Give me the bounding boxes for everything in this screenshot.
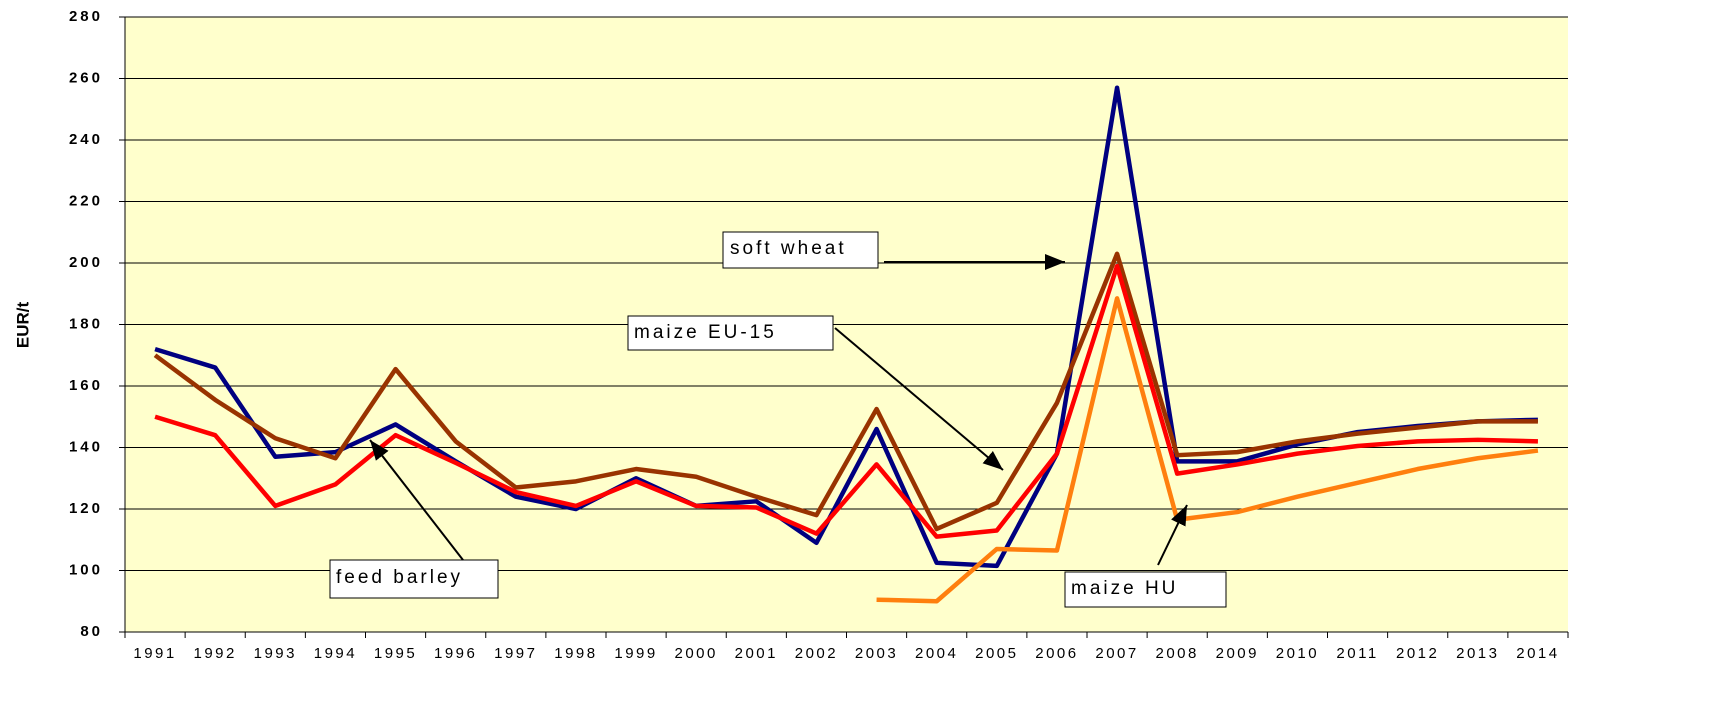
x-tick-label: 1996 [434,645,477,662]
x-tick-label: 2012 [1396,645,1439,662]
series-line [153,251,1538,532]
annotations: soft wheat maize EU-15 feed barley maize… [329,231,1227,608]
x-tick-label: 2000 [675,645,718,662]
series-line [876,296,1539,604]
x-tick-label: 1997 [494,645,537,662]
x-tick-label: 2002 [795,645,838,662]
y-tick-label: 140 [69,438,103,455]
x-tick-label: 2005 [975,645,1018,662]
x-tick-label: 2014 [1516,645,1559,662]
series-line [154,85,1538,569]
x-tick-label: 2006 [1035,645,1078,662]
x-tick-label: 1998 [554,645,597,662]
x-tick-label: 2011 [1336,645,1378,662]
x-tick-label: 1999 [614,645,657,662]
annotation: soft wheat [730,238,847,259]
y-tick-label: 180 [69,315,103,332]
x-tick-label: 1992 [194,645,237,662]
y-tick-label: 200 [69,254,103,271]
annotation-box [627,315,834,351]
y-tick-label: 100 [69,561,103,578]
y-tick-label: 280 [69,8,103,25]
annotation-box [329,559,499,599]
arrow [1157,504,1188,566]
annotation-box [1064,571,1227,608]
x-tick-label: 2001 [735,645,778,662]
y-tick-label: 260 [69,69,103,86]
annotation: feed barley [336,567,463,588]
y-tick-label: 120 [69,500,103,517]
x-tick-label: 2007 [1095,645,1138,662]
annotation: maize HU [1071,578,1178,599]
x-tick-label: 1993 [254,645,297,662]
x-tick-label: 2010 [1276,645,1319,662]
y-axis-label: EUR/t [13,302,32,349]
arrow [834,327,1004,471]
annotation-box [722,231,879,269]
arrow [369,439,464,561]
x-tick-label: 2003 [855,645,898,662]
y-tick-label: 160 [69,377,103,394]
y-tick-label: 80 [80,623,103,640]
x-tick-label: 2004 [915,645,958,662]
x-tick-label: 2013 [1456,645,1499,662]
x-tick-label: 1995 [374,645,417,662]
y-tick-label: 240 [69,131,103,148]
annotation: maize EU-15 [634,322,777,343]
x-tick-label: 2009 [1216,645,1259,662]
y-tick-label: 220 [69,192,103,209]
x-tick-label: 1991 [133,645,176,662]
x-tick-label: 1994 [314,645,357,662]
x-tick-label: 2008 [1156,645,1199,662]
